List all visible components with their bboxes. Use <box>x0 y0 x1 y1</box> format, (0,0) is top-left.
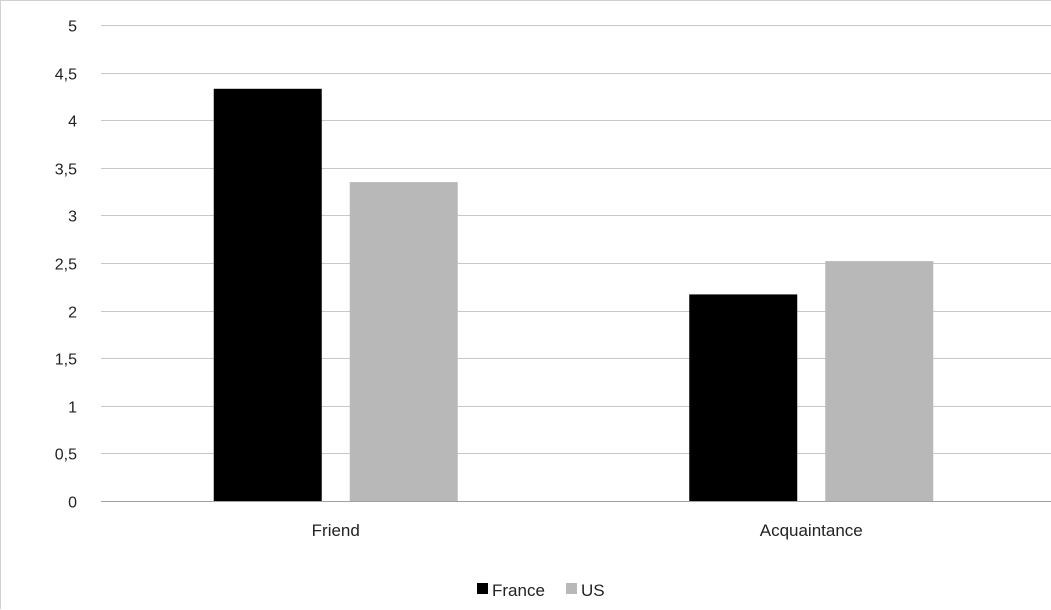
y-axis-ticks: 0 0,5 1 1,5 2 2,5 3 3,5 4 4,5 5 <box>55 19 77 512</box>
bar-us-acquaintance <box>825 261 934 501</box>
x-category-label: Acquaintance <box>760 521 863 540</box>
bar-us-friend <box>349 182 458 501</box>
bars <box>213 88 934 501</box>
legend: France US <box>477 581 605 600</box>
bar-france-acquaintance <box>689 294 798 501</box>
legend-swatch <box>566 583 577 594</box>
y-tick-label: 3,5 <box>55 162 77 179</box>
y-tick-label: 0 <box>68 495 77 512</box>
y-tick-label: 5 <box>68 19 77 36</box>
y-tick-label: 1,5 <box>55 352 77 369</box>
y-tick-label: 2 <box>68 305 77 322</box>
x-axis-labels: Friend Acquaintance <box>312 521 863 540</box>
x-category-label: Friend <box>312 521 360 540</box>
legend-item-france: France <box>477 581 545 600</box>
legend-label: US <box>581 581 605 600</box>
legend-item-us: US <box>566 581 605 600</box>
legend-swatch <box>477 583 488 594</box>
y-tick-label: 1 <box>68 400 77 417</box>
y-tick-label: 4,5 <box>55 67 77 84</box>
y-tick-label: 4 <box>68 114 77 131</box>
y-tick-label: 3 <box>68 209 77 226</box>
legend-label: France <box>492 581 545 600</box>
y-tick-label: 2,5 <box>55 257 77 274</box>
y-tick-label: 0,5 <box>55 447 77 464</box>
bar-france-friend <box>213 88 322 501</box>
